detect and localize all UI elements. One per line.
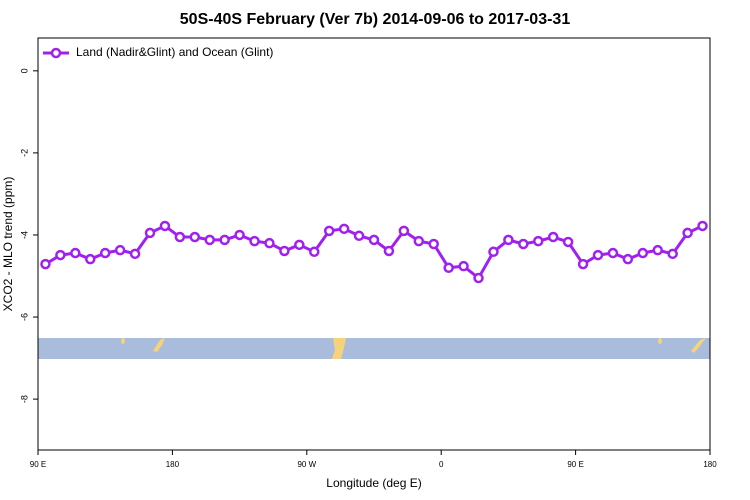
point [637, 247, 649, 259]
land [121, 338, 125, 344]
point [577, 258, 589, 270]
x-tick-label: 90 E [567, 460, 583, 469]
plot-frame [37, 37, 711, 451]
point [458, 260, 469, 272]
point [294, 239, 305, 251]
point [518, 238, 529, 250]
point [428, 238, 439, 250]
point [249, 235, 260, 247]
point [443, 262, 454, 274]
point [204, 234, 215, 246]
point [55, 249, 66, 261]
chart-title: 50S-40S February (Ver 7b) 2014-09-06 to … [180, 11, 571, 28]
point [309, 246, 320, 258]
point [592, 249, 604, 261]
y-tick-label: -8 [19, 395, 29, 403]
land [691, 338, 706, 353]
x-tick-label: 0 [439, 460, 444, 469]
point [488, 246, 499, 258]
y-axis-label: XCO2 - MLO trend (ppm) [1, 177, 15, 312]
point [353, 230, 365, 242]
legend-marker [50, 47, 62, 59]
point [70, 247, 81, 259]
y-tick-label: -6 [19, 313, 29, 321]
point [503, 234, 514, 246]
point [99, 247, 111, 259]
point [562, 236, 574, 248]
point [114, 244, 126, 256]
land [658, 338, 662, 344]
point [144, 227, 156, 239]
point [174, 231, 186, 243]
y-tick-label: -2 [19, 149, 29, 157]
point [219, 234, 230, 246]
point [338, 223, 350, 235]
point [547, 231, 559, 243]
point [398, 225, 410, 237]
point [652, 244, 663, 256]
point [533, 235, 544, 247]
land [332, 338, 346, 359]
x-tick-label: 180 [703, 460, 717, 469]
x-tick-label: 180 [166, 460, 180, 469]
point [234, 229, 245, 241]
point [129, 248, 141, 260]
map-strip [38, 338, 710, 359]
point [607, 247, 619, 259]
land [153, 338, 165, 352]
point [40, 258, 51, 270]
point [383, 245, 395, 257]
ocean-band [38, 338, 710, 359]
plot: 90 E 180 90 W 0 90 E 180 0 -2 -4 -6 -8 Land (Nadir&… [19, 45, 717, 469]
point [323, 225, 335, 237]
point [667, 248, 678, 260]
x-tick-label: 90 E [30, 460, 46, 469]
point [279, 245, 290, 257]
y-tick-label: 0 [19, 68, 29, 73]
point [682, 227, 693, 239]
point [697, 220, 708, 232]
point [473, 272, 484, 284]
x-tick-label: 90 W [297, 460, 316, 469]
x-axis-label: Longitude (deg E) [326, 476, 421, 490]
point [368, 234, 380, 246]
point [413, 235, 425, 247]
point [159, 220, 171, 232]
point [622, 253, 634, 265]
y-tick-label: -4 [19, 231, 29, 239]
point [189, 231, 201, 243]
legend-label: Land (Nadir&Glint) and Ocean (Glint) [76, 45, 273, 59]
point [264, 237, 275, 249]
point [85, 253, 96, 265]
